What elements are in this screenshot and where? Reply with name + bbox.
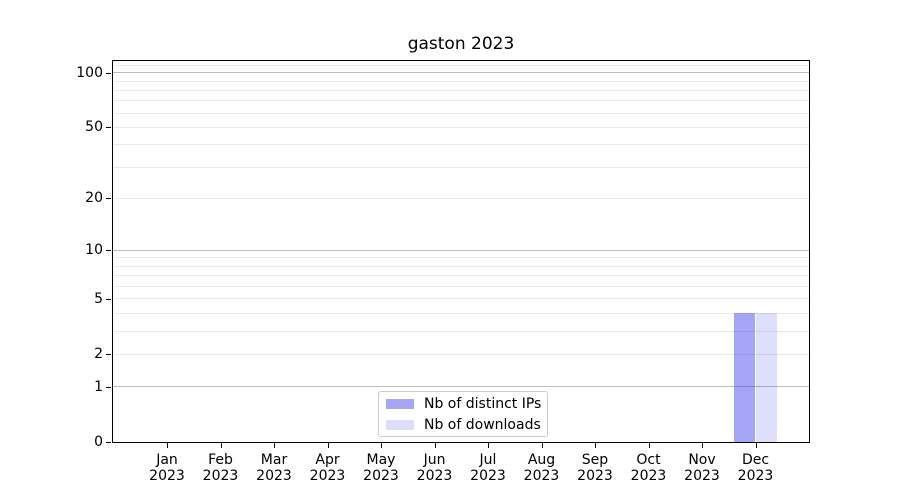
y-tick-label: 20: [85, 190, 103, 207]
y-tick-label: 100: [76, 64, 103, 81]
y-tick-label: 10: [85, 242, 103, 259]
legend-entry-downloads: Nb of downloads: [379, 415, 547, 434]
y-tick-label: 2: [94, 346, 103, 363]
y-gridline-minor: [113, 64, 809, 66]
legend-entry-distinct-ips: Nb of distinct IPs: [379, 394, 547, 413]
y-gridline-minor: [113, 126, 809, 128]
x-tick-label: Aug 2023: [523, 452, 560, 484]
y-gridline-minor: [113, 197, 809, 199]
y-gridline-minor: [113, 275, 809, 277]
y-tick: [106, 298, 111, 300]
y-gridline-minor: [113, 330, 809, 332]
x-tick: [220, 443, 222, 448]
x-tick: [541, 443, 543, 448]
y-gridline-major: [113, 72, 809, 74]
legend-label-distinct-ips: Nb of distinct IPs: [424, 395, 542, 412]
y-gridline-minor: [113, 166, 809, 168]
y-gridline-minor: [113, 144, 809, 146]
y-tick: [106, 442, 111, 443]
y-gridline-minor: [113, 257, 809, 259]
x-tick-label: Oct 2023: [630, 452, 667, 484]
x-tick-label: Jul 2023: [470, 452, 506, 484]
y-gridline-major: [113, 386, 809, 388]
x-tick: [167, 443, 168, 448]
y-gridline-minor: [113, 89, 809, 91]
y-gridline-minor: [113, 80, 809, 82]
x-tick-label: Nov 2023: [684, 452, 720, 484]
y-tick: [106, 386, 111, 388]
x-tick: [381, 443, 382, 448]
bar-distinct-ips-dec: [734, 313, 756, 442]
y-tick-label: 50: [85, 119, 103, 136]
y-tick: [106, 72, 111, 74]
plot-area: [112, 60, 810, 443]
x-tick: [648, 443, 650, 448]
y-gridline-minor: [113, 100, 809, 102]
x-tick-label: Mar 2023: [256, 452, 292, 484]
chart-title: gaston 2023: [407, 34, 515, 54]
x-tick-label: Apr 2023: [309, 452, 346, 484]
x-tick-label: Jun 2023: [416, 452, 453, 484]
y-tick: [106, 354, 111, 356]
x-tick-label: Feb 2023: [202, 452, 239, 484]
y-gridline-minor: [113, 112, 809, 114]
y-gridline-minor: [113, 298, 809, 300]
x-tick: [274, 443, 275, 448]
x-tick: [755, 443, 757, 448]
y-tick: [106, 250, 111, 252]
y-gridline-minor: [113, 265, 809, 267]
x-tick: [434, 443, 436, 448]
x-tick-label: Sep 2023: [577, 452, 613, 484]
bar-downloads-dec: [755, 313, 777, 442]
legend-label-downloads: Nb of downloads: [424, 416, 541, 433]
x-tick-label: Dec 2023: [737, 452, 774, 484]
y-gridline-minor: [113, 312, 809, 314]
x-tick: [595, 443, 596, 448]
y-tick: [106, 198, 111, 200]
x-tick: [327, 443, 329, 448]
y-tick: [106, 127, 111, 129]
y-gridline-major: [113, 249, 809, 251]
legend-swatch-distinct-ips: [386, 398, 414, 409]
x-tick: [702, 443, 703, 448]
y-tick-label: 5: [94, 290, 103, 307]
y-gridline-minor: [113, 285, 809, 287]
x-tick: [488, 443, 489, 448]
y-tick-label: 0: [94, 434, 103, 450]
x-tick-label: May 2023: [363, 452, 399, 484]
legend-swatch-downloads: [386, 419, 414, 430]
y-tick-label: 1: [94, 378, 103, 395]
x-tick-label: Jan 2023: [149, 452, 185, 484]
y-gridline-minor: [113, 353, 809, 355]
legend: Nb of distinct IPs Nb of downloads: [378, 391, 548, 437]
